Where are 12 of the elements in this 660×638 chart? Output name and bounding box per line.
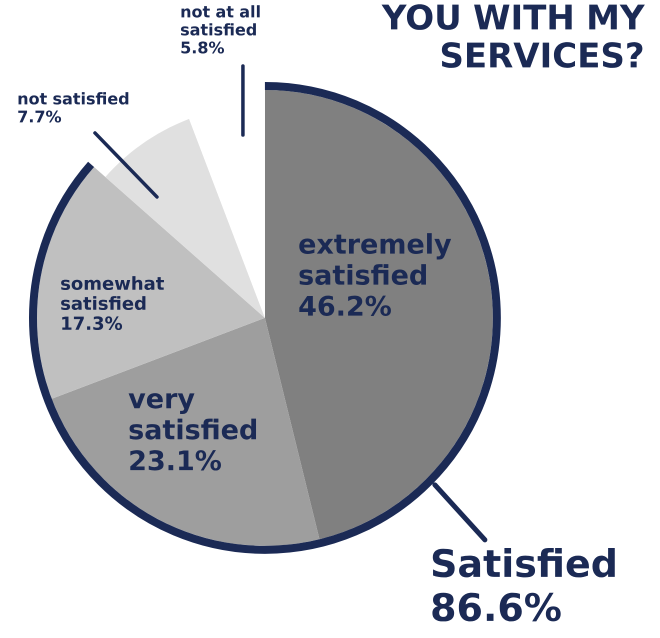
slice-label: extremely satisfied bbox=[299, 233, 452, 286]
data-label: 5.8% bbox=[181, 42, 224, 54]
data-label: 17.3% bbox=[62, 316, 122, 330]
slice-label: not satisfied bbox=[18, 92, 128, 105]
slice-label: not at all satisfied bbox=[180, 5, 260, 36]
slice-label: very satisfied bbox=[128, 393, 256, 440]
data-label: 23.1% bbox=[130, 450, 221, 471]
data-label: 7.7% bbox=[18, 110, 62, 123]
chart-title: YOU WITH MY SERVICES? bbox=[382, 4, 645, 68]
data-label: 46.2% bbox=[299, 296, 391, 316]
text: Satisfied 86.6% bbox=[432, 548, 615, 622]
slice-label: somewhat satisfied bbox=[61, 276, 164, 310]
